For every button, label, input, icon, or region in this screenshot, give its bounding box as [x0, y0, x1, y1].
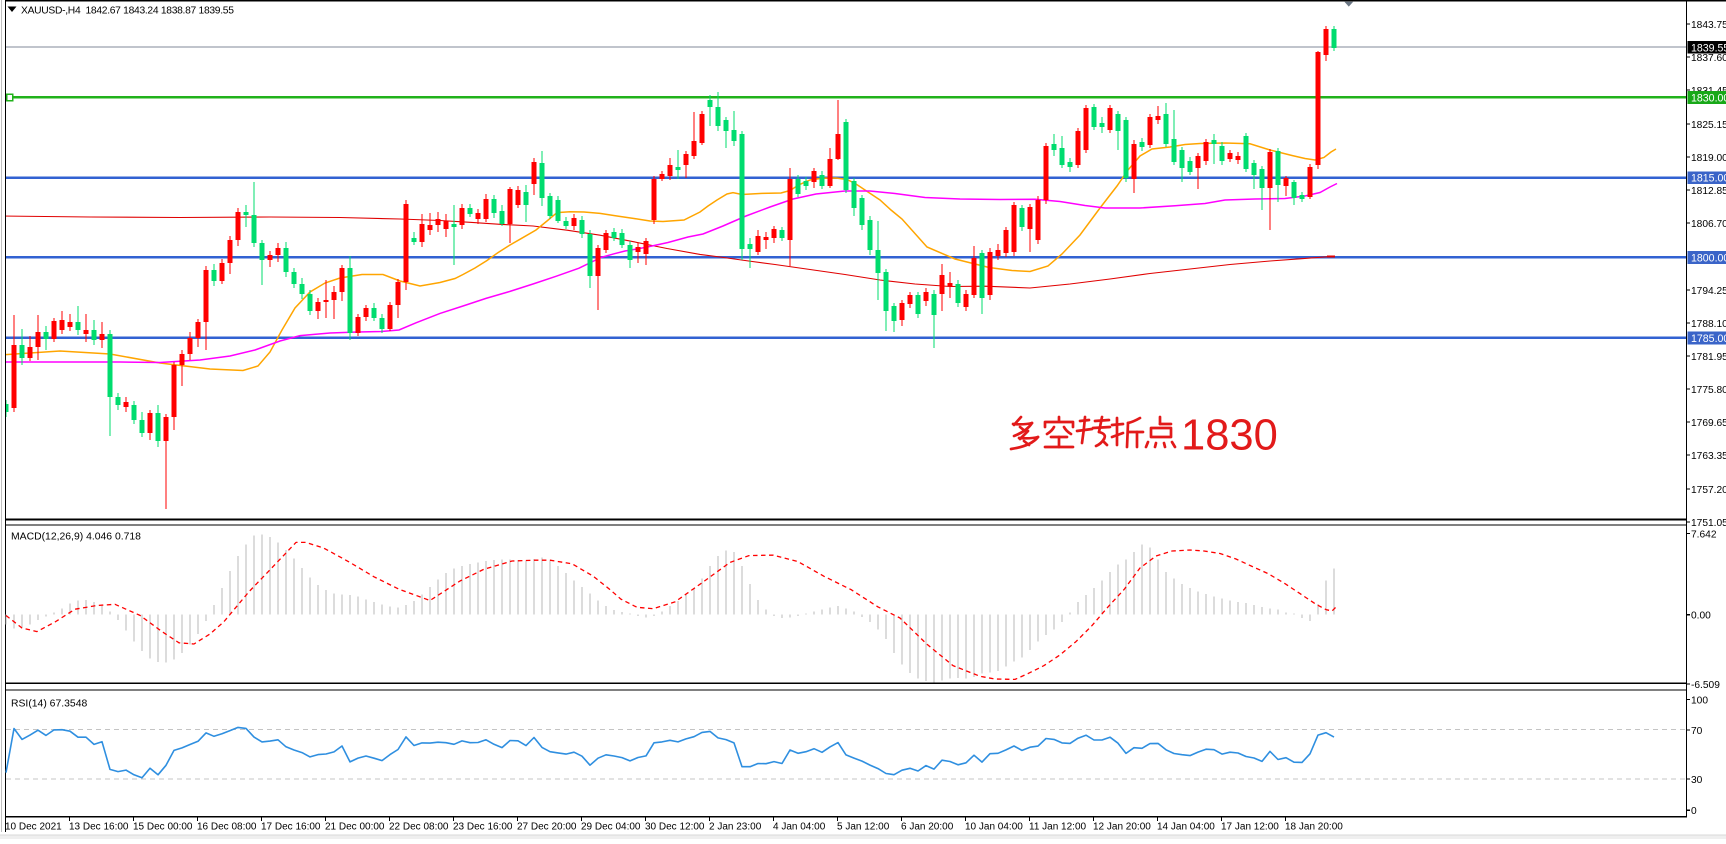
svg-text:70: 70 [1691, 726, 1703, 737]
svg-text:1830.00: 1830.00 [1691, 93, 1726, 105]
svg-text:1751.05: 1751.05 [1691, 518, 1726, 529]
svg-text:7.642: 7.642 [1691, 529, 1717, 540]
svg-text:21 Dec 00:00: 21 Dec 00:00 [325, 822, 385, 833]
svg-text:-6.509: -6.509 [1691, 680, 1720, 691]
svg-text:1788.10: 1788.10 [1691, 319, 1726, 330]
svg-text:6 Jan 20:00: 6 Jan 20:00 [901, 822, 954, 833]
svg-text:10 Dec 2021: 10 Dec 2021 [5, 822, 62, 833]
svg-text:30 Dec 12:00: 30 Dec 12:00 [645, 822, 705, 833]
svg-text:11 Jan 12:00: 11 Jan 12:00 [1029, 822, 1087, 833]
svg-text:4 Jan 04:00: 4 Jan 04:00 [773, 822, 826, 833]
svg-text:0: 0 [1691, 806, 1697, 817]
svg-text:1843.75: 1843.75 [1691, 20, 1726, 31]
svg-text:5 Jan 12:00: 5 Jan 12:00 [837, 822, 890, 833]
svg-text:15 Dec 00:00: 15 Dec 00:00 [133, 822, 193, 833]
svg-text:1800.00: 1800.00 [1691, 253, 1726, 265]
svg-text:1785.00: 1785.00 [1691, 333, 1726, 345]
svg-text:1757.20: 1757.20 [1691, 485, 1726, 496]
svg-text:12 Jan 20:00: 12 Jan 20:00 [1093, 822, 1151, 833]
svg-text:XAUUSD-,H4 1842.67 1843.24 18: XAUUSD-,H4 1842.67 1843.24 1838.87 1839.… [21, 6, 234, 17]
svg-text:1839.55: 1839.55 [1691, 42, 1726, 54]
svg-text:1819.00: 1819.00 [1691, 153, 1726, 164]
svg-text:17 Dec 16:00: 17 Dec 16:00 [261, 822, 321, 833]
svg-text:14 Jan 04:00: 14 Jan 04:00 [1157, 822, 1215, 833]
svg-text:10 Jan 04:00: 10 Jan 04:00 [965, 822, 1023, 833]
svg-text:RSI(14) 67.3548: RSI(14) 67.3548 [11, 699, 87, 710]
svg-text:100: 100 [1691, 696, 1708, 707]
svg-text:23 Dec 16:00: 23 Dec 16:00 [453, 822, 513, 833]
svg-text:1781.95: 1781.95 [1691, 352, 1726, 363]
svg-text:22 Dec 08:00: 22 Dec 08:00 [389, 822, 449, 833]
svg-text:1837.60: 1837.60 [1691, 53, 1726, 64]
svg-text:29 Dec 04:00: 29 Dec 04:00 [581, 822, 641, 833]
svg-text:1775.80: 1775.80 [1691, 385, 1726, 396]
svg-text:1763.35: 1763.35 [1691, 451, 1726, 462]
svg-text:MACD(12,26,9) 4.046 0.718: MACD(12,26,9) 4.046 0.718 [11, 532, 141, 543]
svg-text:13 Dec 16:00: 13 Dec 16:00 [69, 822, 129, 833]
svg-text:1769.65: 1769.65 [1691, 418, 1726, 429]
svg-text:17 Jan 12:00: 17 Jan 12:00 [1221, 822, 1279, 833]
svg-text:27 Dec 20:00: 27 Dec 20:00 [517, 822, 577, 833]
svg-text:1825.15: 1825.15 [1691, 120, 1726, 131]
svg-text:1794.25: 1794.25 [1691, 286, 1726, 297]
svg-text:1815.00: 1815.00 [1691, 173, 1726, 185]
svg-text:2 Jan 23:00: 2 Jan 23:00 [709, 822, 762, 833]
svg-text:1806.70: 1806.70 [1691, 219, 1726, 230]
svg-text:18 Jan 20:00: 18 Jan 20:00 [1285, 822, 1343, 833]
svg-text:30: 30 [1691, 775, 1703, 786]
svg-text:0.00: 0.00 [1691, 611, 1711, 622]
svg-text:1830: 1830 [1181, 412, 1278, 460]
svg-text:1812.85: 1812.85 [1691, 186, 1726, 197]
svg-text:16 Dec 08:00: 16 Dec 08:00 [197, 822, 257, 833]
